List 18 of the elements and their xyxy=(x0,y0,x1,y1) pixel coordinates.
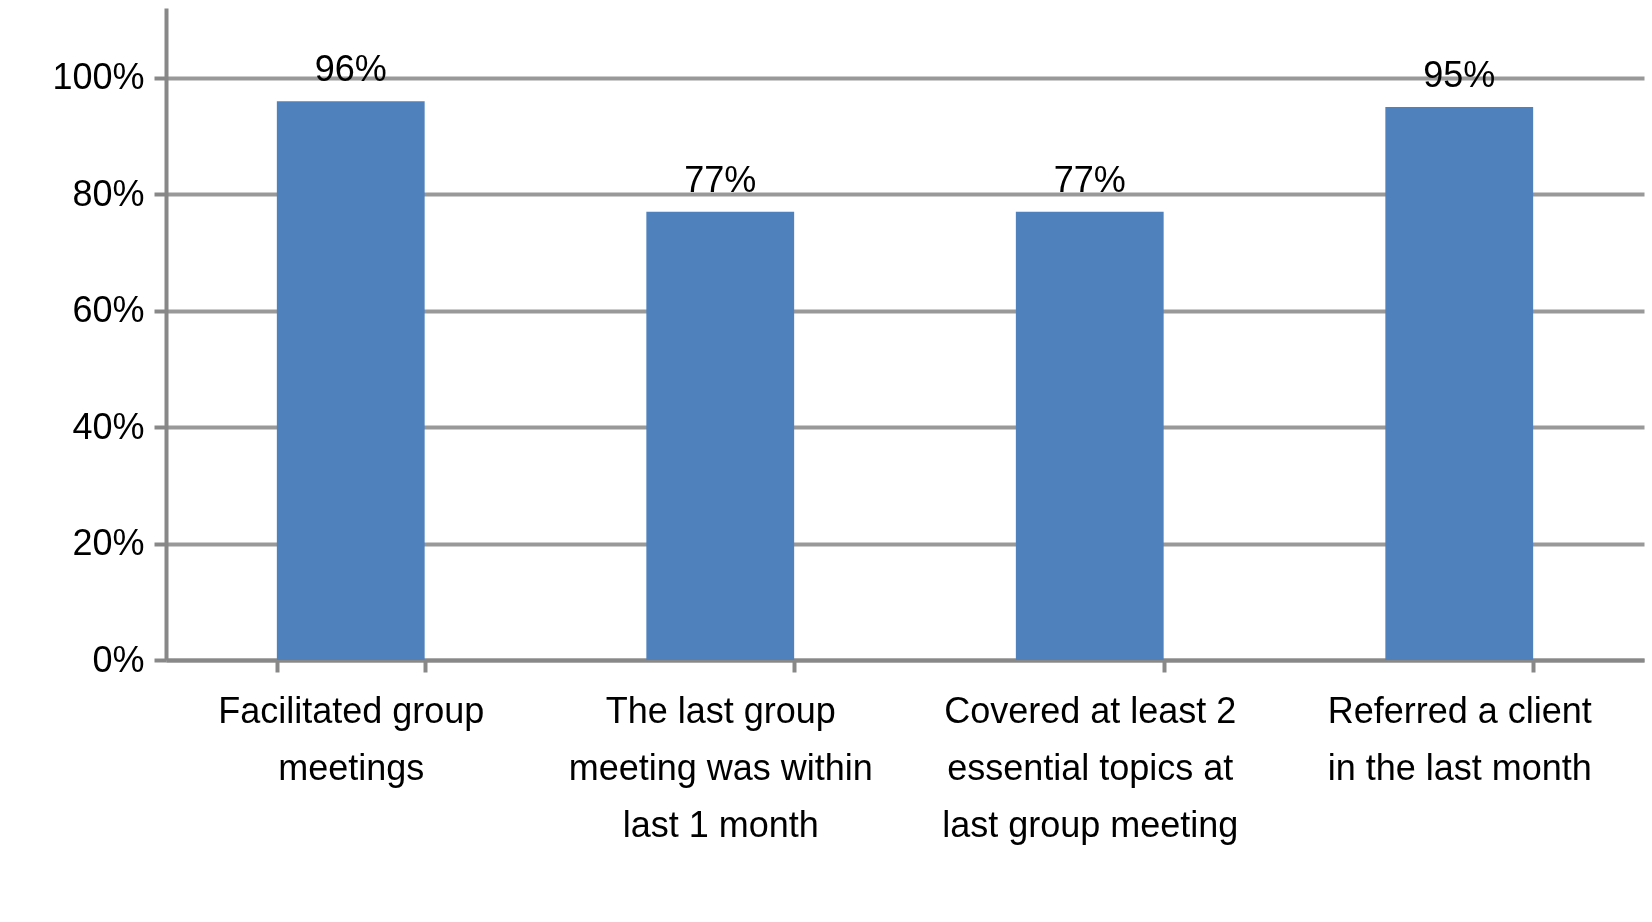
data-label: 77% xyxy=(1053,158,1126,200)
bar xyxy=(1385,106,1534,660)
y-tick-label: 100% xyxy=(52,56,145,98)
y-tick-label: 20% xyxy=(72,522,145,564)
y-tick-label: 0% xyxy=(92,638,145,680)
x-tick-label: Facilitated group meetings xyxy=(218,689,485,788)
bar xyxy=(276,101,425,660)
x-tick-label: The last group meeting was within last 1 month xyxy=(568,689,873,845)
bar xyxy=(1015,211,1164,660)
data-label: 77% xyxy=(684,158,757,200)
y-tick-label: 40% xyxy=(72,405,145,447)
data-label: 96% xyxy=(314,48,387,90)
y-tick-label: 80% xyxy=(72,172,145,214)
y-tick-label: 60% xyxy=(72,289,145,331)
x-tick-label: Referred a client in the last month xyxy=(1327,689,1592,788)
bar xyxy=(646,211,795,660)
x-tick-label: Covered at least 2 essential topics at last group meeting xyxy=(942,689,1239,845)
data-label: 95% xyxy=(1423,53,1496,95)
